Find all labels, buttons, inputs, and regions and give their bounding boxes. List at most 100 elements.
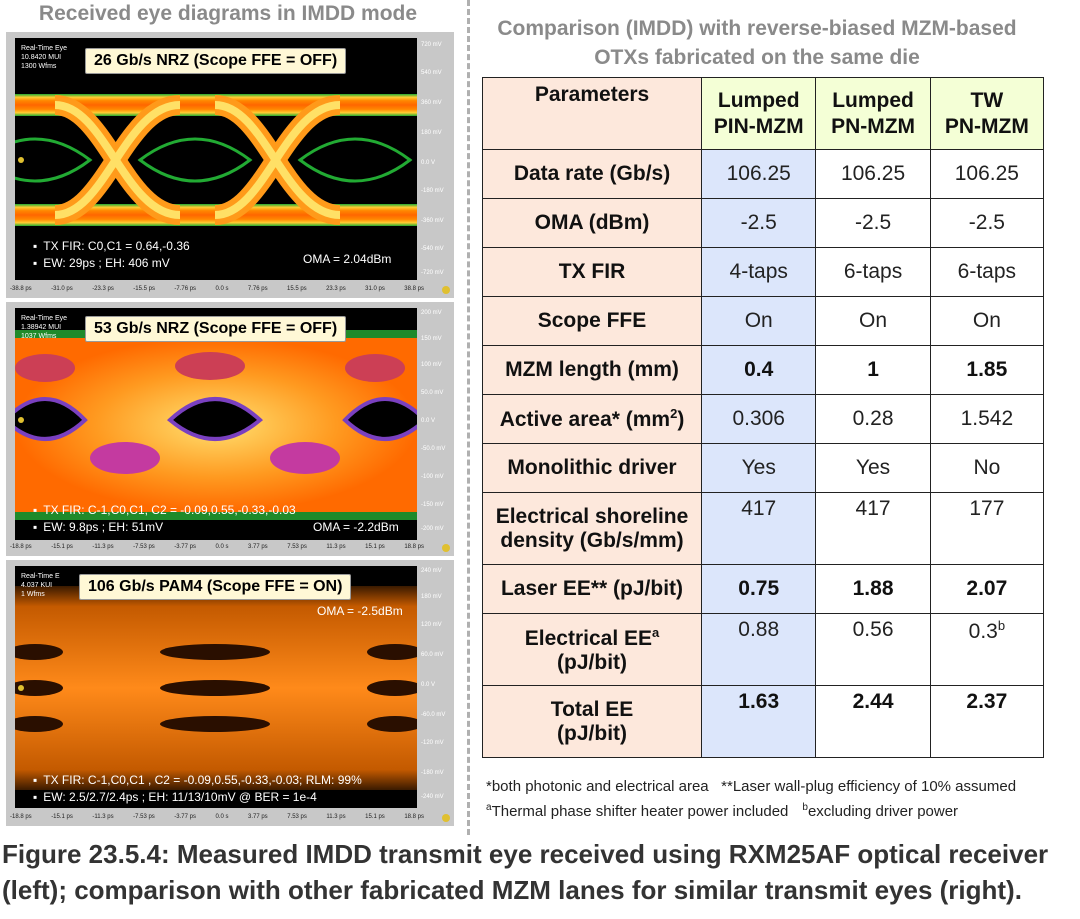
eye-label: 53 Gb/s NRZ (Scope FFE = OFF) xyxy=(85,316,347,342)
oma-label: OMA = -2.2dBm xyxy=(313,520,399,534)
param-text: (pJ/bit) xyxy=(557,650,628,674)
param-cell: TX FIR xyxy=(481,247,703,297)
scope-info: Real-Time E 4.037 KUI 1 Wfms xyxy=(21,572,60,599)
column-divider xyxy=(467,0,470,835)
footnote-text: Thermal phase shifter heater power inclu… xyxy=(491,803,789,820)
comparison-title-line1: Comparison (IMDD) with reverse-biased MZ… xyxy=(497,17,1017,40)
param-cell: Data rate (Gb/s) xyxy=(481,149,703,199)
value-cell: 6-taps xyxy=(929,247,1045,297)
param-text: ) xyxy=(677,408,685,431)
column-header-tw-pn: TW PN-MZM xyxy=(929,77,1045,150)
caption-line2: (left); comparison with other fabricated… xyxy=(2,875,1022,905)
y-tick: 240 mV xyxy=(421,568,442,574)
footnote-marker: a xyxy=(486,802,492,813)
column-header-line: PIN-MZM xyxy=(713,114,804,138)
column-header-line: PN-MZM xyxy=(831,114,916,138)
y-tick: 60.0 mV xyxy=(421,652,444,658)
footnote-marker: b xyxy=(802,802,808,813)
x-tick: -7.53 ps xyxy=(133,814,155,820)
x-tick: -15.1 ps xyxy=(51,544,73,550)
column-header-lumped-pn: Lumped PN-MZM xyxy=(815,77,931,150)
eye-panel-106g: Real-Time E 4.037 KUI 1 Wfms 106 Gb/s PA… xyxy=(6,560,454,826)
y-tick: 180 mV xyxy=(421,594,442,600)
table-row: Laser EE** (pJ/bit) 0.75 1.88 2.07 xyxy=(481,564,1045,614)
eye-panel-26g: Real-Time Eye 10.8420 MUI 1300 Wfms 26 G… xyxy=(6,32,454,298)
param-text: Electrical shoreline xyxy=(495,504,689,528)
x-tick: 11.3 ps xyxy=(326,544,346,550)
eye-screen-106g: Real-Time E 4.037 KUI 1 Wfms 106 Gb/s PA… xyxy=(15,566,417,808)
y-tick: 0.0 V xyxy=(421,418,436,424)
x-tick: 38.8 ps xyxy=(404,286,424,292)
table-row: MZM length (mm) 0.4 1 1.85 xyxy=(481,345,1045,395)
value-superscript: b xyxy=(997,618,1006,633)
scope-mode: Real-Time Eye xyxy=(21,45,68,52)
eye-label: 106 Gb/s PAM4 (Scope FFE = ON) xyxy=(79,574,352,600)
x-axis-ticks: -18.8 ps -15.1 ps -11.3 ps -7.53 ps -3.7… xyxy=(10,544,424,550)
scope-mode: Real-Time E xyxy=(21,573,60,580)
column-header-line: PN-MZM xyxy=(944,114,1029,138)
scope-marker-icon xyxy=(442,544,450,552)
table-header-row: Parameters Lumped PIN-MZM Lumped PN-MZM TW… xyxy=(481,77,1045,150)
comparison-title-line2: OTXs fabricated on the same die xyxy=(594,46,920,69)
value-text: 0.3 xyxy=(968,620,998,643)
table-row: Electrical EEa (pJ/bit) 0.88 0.56 0.3b xyxy=(481,613,1045,686)
y-tick: -60.0 mV xyxy=(421,712,446,718)
oma-label: OMA = -2.5dBm xyxy=(317,604,403,618)
y-tick: 360 mV xyxy=(421,100,442,106)
param-cell: Active area* (mm2) xyxy=(481,394,703,444)
value-cell: -2.5 xyxy=(701,198,817,248)
x-tick: 7.53 ps xyxy=(287,814,307,820)
value-cell: 417 xyxy=(815,492,931,565)
param-cell: Laser EE** (pJ/bit) xyxy=(481,564,703,614)
x-tick: -23.3 ps xyxy=(92,286,114,292)
value-cell: Yes xyxy=(815,443,931,493)
value-cell: 106.25 xyxy=(701,149,817,199)
value-cell: 106.25 xyxy=(929,149,1045,199)
value-cell: 1 xyxy=(815,345,931,395)
y-tick: -180 mV xyxy=(421,770,444,776)
y-tick: 0.0 V xyxy=(421,160,436,166)
y-tick: -540 mV xyxy=(421,246,444,252)
table-row: OMA (dBm) -2.5 -2.5 -2.5 xyxy=(481,198,1045,248)
table-row: Total EE (pJ/bit) 1.63 2.44 2.37 xyxy=(481,685,1045,758)
x-tick: -11.3 ps xyxy=(92,544,114,550)
x-tick: -3.77 ps xyxy=(174,544,196,550)
param-text: Active area* (mm xyxy=(499,408,671,431)
x-tick: 15.5 ps xyxy=(286,286,307,292)
tx-fir-note: TX FIR: C-1,C0,C1, C2 = -0.09,0.55,-0.33… xyxy=(43,503,296,517)
x-axis-ticks: -38.8 ps -31.0 ps -23.3 ps -15.5 ps -7.7… xyxy=(10,286,424,292)
value-cell: 417 xyxy=(701,492,817,565)
scope-waveforms: 1 Wfms xyxy=(21,591,45,598)
x-tick: 18.8 ps xyxy=(404,544,424,550)
param-text: (pJ/bit) xyxy=(557,721,628,745)
x-tick: 15.1 ps xyxy=(365,544,385,550)
eye-label: 26 Gb/s NRZ (Scope FFE = OFF) xyxy=(85,48,347,74)
eye-width-height-note: EW: 9.8ps ; EH: 51mV xyxy=(43,520,164,534)
eye-notes: ▪ TX FIR: C-1,C0,C1 , C2 = -0.09,0.55,-0.… xyxy=(33,773,362,804)
value-cell: No xyxy=(929,443,1045,493)
scope-ui-count: 10.8420 MUI xyxy=(21,54,62,61)
value-cell: 0.306 xyxy=(701,394,817,444)
param-cell: MZM length (mm) xyxy=(481,345,703,395)
x-tick: 3.77 ps xyxy=(248,814,268,820)
y-tick: -360 mV xyxy=(421,218,444,224)
y-axis-ticks: 720 mV 540 mV 360 mV 180 mV 0.0 V -180 m… xyxy=(421,36,453,276)
value-cell: 1.542 xyxy=(929,394,1045,444)
param-cell: OMA (dBm) xyxy=(481,198,703,248)
param-text: Electrical EE xyxy=(524,626,653,650)
value-cell: 0.3b xyxy=(929,613,1045,686)
param-text: density (Gb/s/mm) xyxy=(500,528,684,552)
y-tick: 120 mV xyxy=(421,622,442,628)
y-tick: -120 mV xyxy=(421,740,444,746)
eye-diagram-nrz-26g xyxy=(15,94,417,226)
y-tick: 200 mV xyxy=(421,310,442,316)
x-tick: 3.77 ps xyxy=(248,544,268,550)
scope-marker-icon xyxy=(442,286,450,294)
x-tick: -18.8 ps xyxy=(10,544,32,550)
eye-screen-26g: Real-Time Eye 10.8420 MUI 1300 Wfms 26 G… xyxy=(15,38,417,280)
footnote-line1: *both photonic and electrical area **Las… xyxy=(486,778,1017,795)
y-tick: 150 mV xyxy=(421,336,442,342)
value-cell: 6-taps xyxy=(815,247,931,297)
scope-ui-count: 4.037 KUI xyxy=(21,582,53,589)
value-cell: 2.44 xyxy=(815,685,931,758)
